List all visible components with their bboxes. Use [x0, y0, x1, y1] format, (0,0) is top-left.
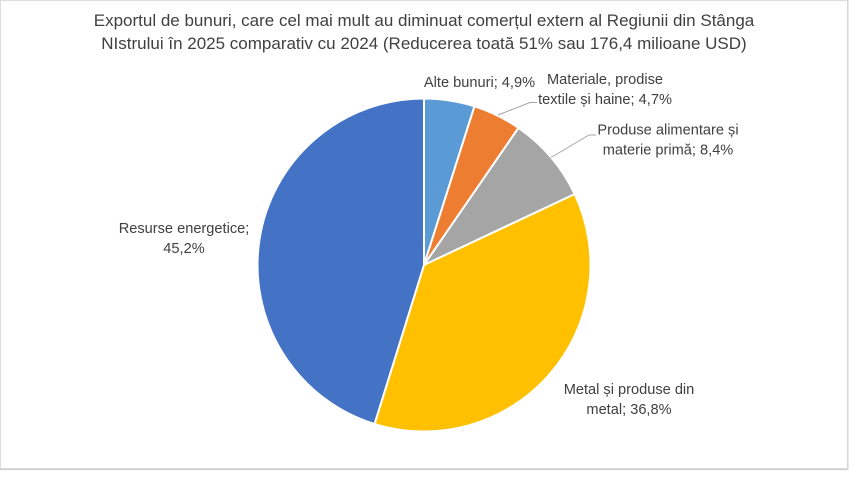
- svg-text:Alte bunuri; 4,9%: Alte bunuri; 4,9%: [424, 75, 535, 91]
- svg-text:metal; 36,8%: metal; 36,8%: [586, 402, 671, 418]
- svg-text:Materiale, prodise: Materiale, prodise: [547, 72, 663, 88]
- svg-text:Exportul de bunuri, care cel m: Exportul de bunuri, care cel mai mult au…: [94, 11, 755, 30]
- svg-text:textile și haine; 4,7%: textile și haine; 4,7%: [538, 92, 672, 108]
- svg-text:Metal și produse din: Metal și produse din: [564, 382, 695, 398]
- svg-text:45,2%: 45,2%: [163, 241, 204, 257]
- svg-text:Resurse energetice;: Resurse energetice;: [119, 221, 250, 237]
- svg-text:NIstrului în 2025 comparativ c: NIstrului în 2025 comparativ cu 2024 (Re…: [101, 34, 746, 53]
- svg-text:Produse alimentare și: Produse alimentare și: [597, 123, 738, 139]
- svg-text:materie primă; 8,4%: materie primă; 8,4%: [603, 143, 734, 159]
